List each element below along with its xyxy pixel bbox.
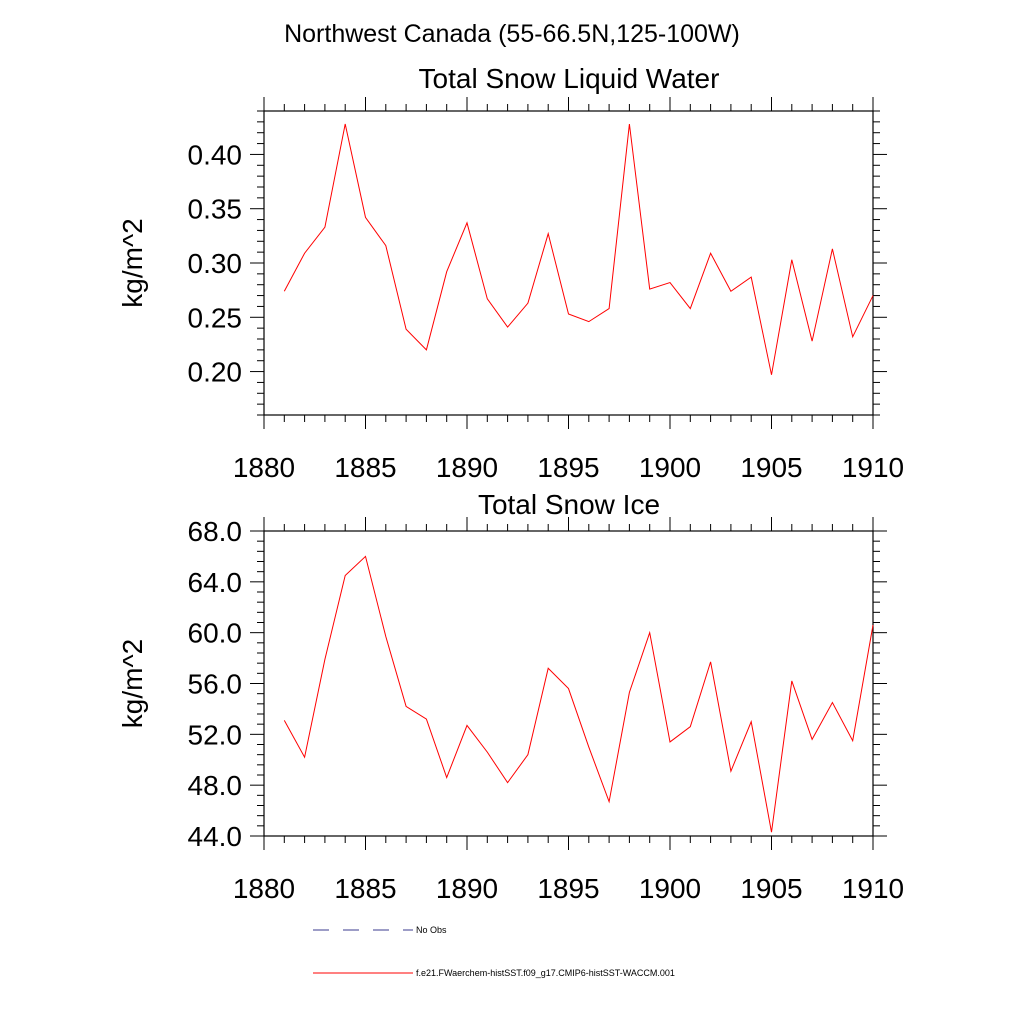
x-tick-label: 1905 — [740, 452, 802, 483]
y-tick-label: 60.0 — [188, 618, 243, 649]
y-tick-label: 68.0 — [188, 516, 243, 547]
chart-title: Total Snow Liquid Water — [419, 63, 720, 94]
x-tick-label: 1905 — [740, 873, 802, 904]
y-tick-label: 0.25 — [188, 302, 243, 333]
x-tick-label: 1880 — [233, 873, 295, 904]
chart-panel-snow-liquid-water: Total Snow Liquid Water 1880 1885 1890 1895… — [117, 63, 904, 483]
x-tick-label: 1910 — [842, 452, 904, 483]
x-tick-label: 1900 — [639, 873, 701, 904]
plot-frame — [263, 530, 874, 837]
chart-panel-snow-ice: Total Snow Ice 1880 1885 1890 1895 1900 1905 1… — [117, 489, 904, 904]
y-axis-label: kg/m^2 — [117, 639, 148, 728]
x-tick-label: 1890 — [436, 873, 498, 904]
y-tick-label: 48.0 — [188, 770, 243, 801]
x-tick-label: 1880 — [233, 452, 295, 483]
y-tick-label: 0.30 — [188, 248, 243, 279]
y-tick-label: 52.0 — [188, 719, 243, 750]
y-axis-label: kg/m^2 — [117, 218, 148, 307]
chart-title: Total Snow Ice — [478, 489, 660, 520]
plot-frame — [263, 110, 874, 416]
x-tick-label: 1895 — [537, 452, 599, 483]
x-tick-label: 1910 — [842, 873, 904, 904]
legend: No Obs f.e21.FWaerchem-histSST.f09_g17.C… — [313, 925, 675, 978]
x-tick-label: 1885 — [334, 873, 396, 904]
x-tick-label: 1885 — [334, 452, 396, 483]
legend-label-no-obs: No Obs — [416, 925, 447, 935]
x-tick-label: 1900 — [639, 452, 701, 483]
y-tick-label: 56.0 — [188, 669, 243, 700]
y-tick-label: 0.35 — [188, 194, 243, 225]
series-line — [283, 555, 874, 833]
legend-label-model-run: f.e21.FWaerchem-histSST.f09_g17.CMIP6-hi… — [416, 968, 675, 978]
y-tick-label: 0.40 — [188, 139, 243, 170]
y-tick-label: 0.20 — [188, 357, 243, 388]
x-tick-label: 1890 — [436, 452, 498, 483]
series-line — [283, 123, 874, 375]
y-tick-label: 44.0 — [188, 821, 243, 852]
y-tick-label: 64.0 — [188, 567, 243, 598]
figure-suptitle: Northwest Canada (55-66.5N,125-100W) — [284, 20, 740, 48]
x-tick-label: 1895 — [537, 873, 599, 904]
